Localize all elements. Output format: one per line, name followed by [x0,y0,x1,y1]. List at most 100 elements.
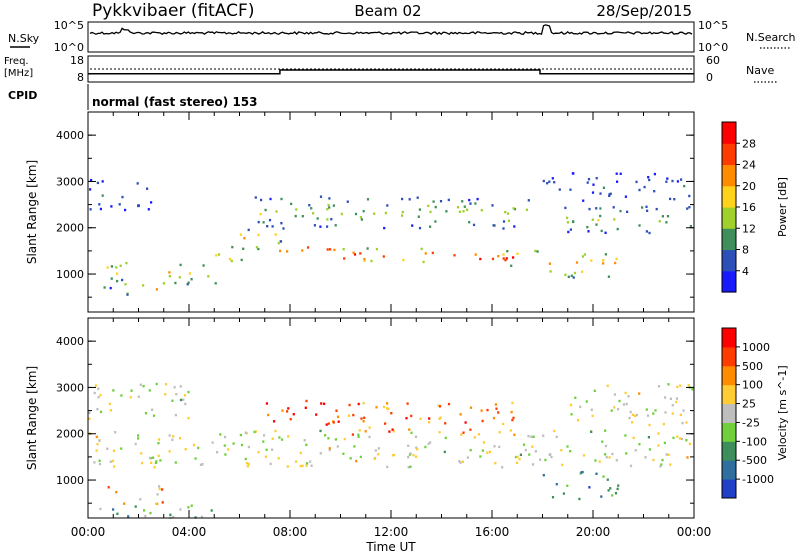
data-cell [124,283,127,286]
data-cell [363,259,366,262]
data-cell [194,457,197,460]
data-cell [269,462,272,466]
data-cell [115,266,118,269]
data-cell [244,431,247,434]
data-cell [162,282,165,285]
data-cell [184,402,187,406]
data-cell [678,437,682,440]
data-cell [657,385,661,388]
data-cell [201,463,204,466]
data-cell [243,237,246,240]
data-cell [672,436,675,440]
data-cell [504,210,507,214]
panel-frame [87,317,695,519]
data-cell [247,445,250,449]
data-cell [657,444,660,447]
data-cell [687,384,690,387]
data-cell [492,224,495,227]
data-cell [638,224,641,227]
data-cell [368,435,371,439]
data-cell [268,218,272,222]
data-cell [658,220,661,223]
data-cell [136,182,139,185]
colorbar-tick-label: 25 [742,398,756,411]
data-cell [324,434,327,437]
data-cell [671,404,674,407]
data-cell [667,453,670,456]
data-cell [447,198,450,202]
data-cell [144,412,148,415]
data-cell [564,206,567,210]
data-cell [336,415,340,418]
data-cell [648,231,651,235]
data-cell [97,396,100,399]
data-cell [612,206,615,209]
station-title: Pykkvibaer (fitACF) [92,1,254,21]
data-cell [615,172,618,175]
data-cell [96,408,99,411]
data-cell [431,251,434,255]
data-cell [681,421,684,425]
data-cell [323,402,326,405]
data-cell [657,432,660,435]
data-cell [512,256,515,259]
colorbar-swatch [722,185,736,208]
data-cell [604,444,608,448]
data-cell [184,448,187,451]
data-cell [390,412,393,415]
data-cell [265,448,268,451]
data-cell [466,456,469,459]
data-cell [482,441,485,444]
data-cell [462,431,465,434]
data-cell [346,200,349,203]
data-cell [116,272,119,275]
data-cell [686,456,689,459]
data-cell [624,434,627,437]
data-cell [137,434,140,437]
data-cell [619,172,622,175]
data-cell [106,266,109,269]
data-cell [98,439,101,442]
data-cell [306,462,309,465]
data-cell [94,384,97,387]
data-cell [305,464,308,467]
data-cell [607,275,610,278]
y-tick-label: 1000 [56,474,84,487]
data-cell [665,221,668,224]
data-cell [171,438,174,441]
data-cell [320,402,323,405]
data-cell [262,440,265,443]
data-cell [150,456,153,460]
data-cell [491,204,494,207]
data-cell [96,181,99,185]
x-tick-label: 16:00 [475,525,510,539]
data-cell [328,448,331,452]
data-cell [445,210,448,213]
data-cell [438,417,441,420]
data-cell [417,215,420,218]
data-cell [429,225,432,228]
data-cell [459,413,462,416]
data-cell [458,210,461,213]
data-cell [502,220,506,223]
data-cell [161,488,164,491]
time-axis-labels: 00:00 04:00 08:00 12:00 16:00 20:00 00:00 [71,525,712,539]
data-cell [504,259,507,262]
colorbar-frame [721,327,737,499]
velocity-panel: 1000 2000 3000 4000 Slant Range [km] 1000 500 1… [25,317,789,519]
data-cell [461,200,464,203]
data-cell [187,506,190,509]
data-cell [634,414,637,418]
data-cell [595,223,598,226]
data-cell [506,250,509,253]
y-tick-label: 4000 [56,129,84,142]
nsky-label: N.Sky [8,32,40,45]
data-cell [675,400,678,404]
data-cell [155,382,158,386]
data-cell [532,435,535,438]
data-cell [165,383,168,386]
data-cell [174,461,177,464]
data-cell [494,462,497,465]
panel-frame [87,111,695,313]
data-cell [224,453,227,456]
